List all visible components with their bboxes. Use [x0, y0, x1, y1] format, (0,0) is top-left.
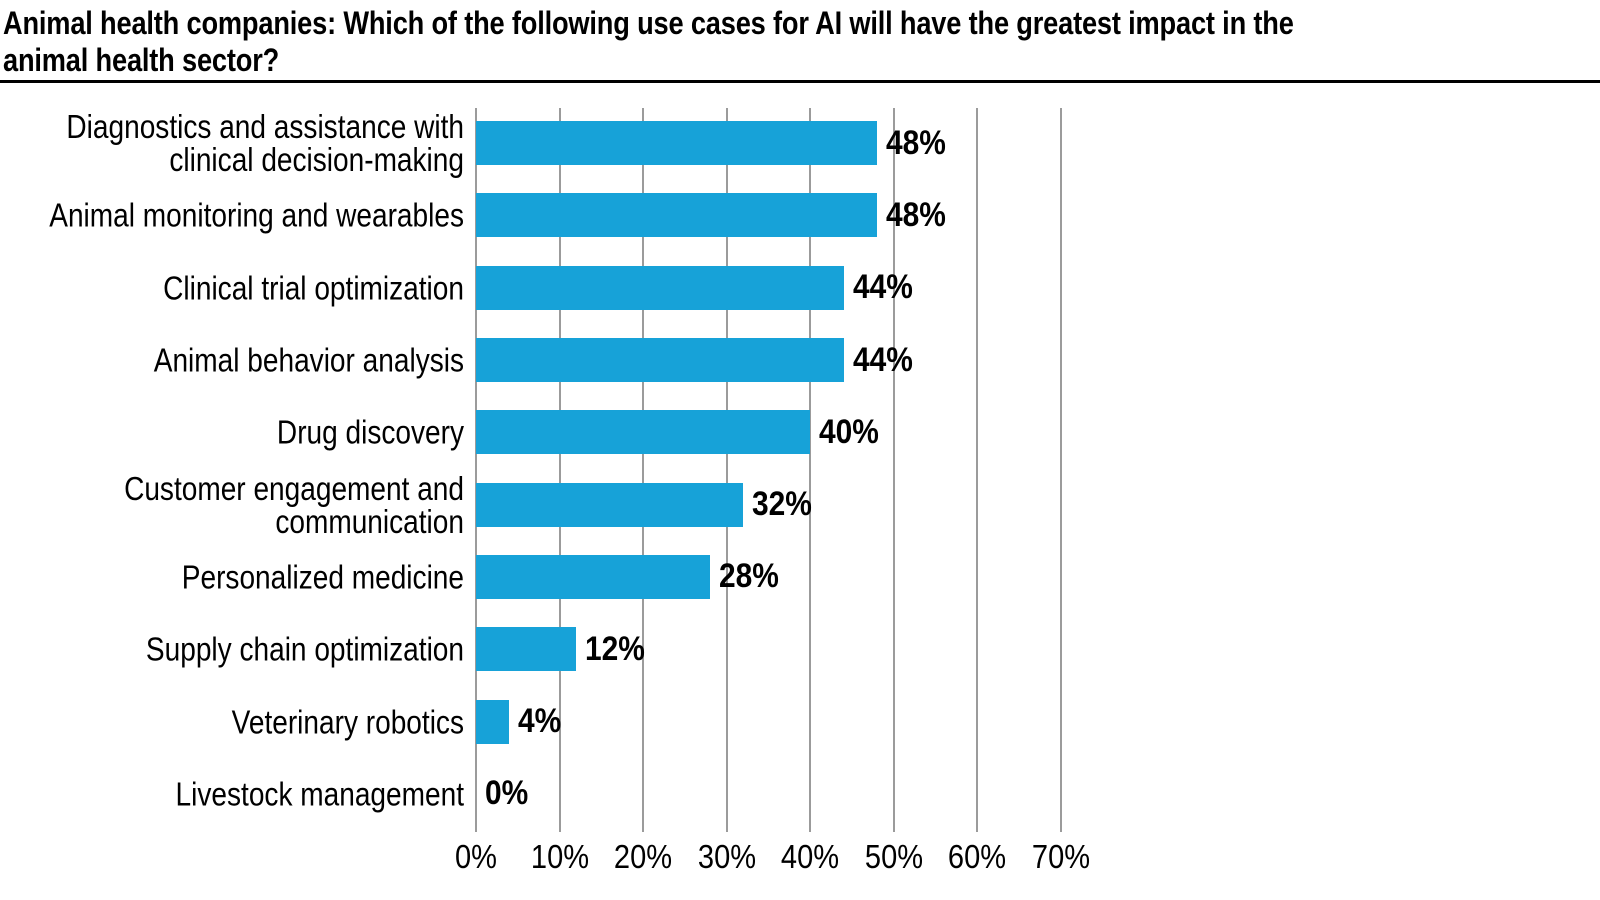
value-label: 28%	[719, 557, 779, 596]
bar-row: Livestock management 0%	[0, 758, 1600, 830]
gridline-20pct	[642, 108, 645, 832]
value-label: 44%	[852, 340, 913, 379]
bar	[476, 554, 710, 599]
bar	[476, 410, 811, 455]
bar-row: Personalized medicine 28%	[0, 541, 1600, 613]
value-label: 40%	[819, 412, 880, 451]
category-label: Veterinary robotics	[231, 703, 464, 741]
value-label: 32%	[752, 485, 813, 524]
category-label: Personalized medicine	[181, 558, 464, 596]
category-label: Supply chain optimization	[145, 630, 464, 668]
bar	[476, 193, 878, 238]
gridline-0pct	[475, 108, 477, 832]
x-tick: 60%	[948, 838, 1007, 875]
title-divider	[0, 80, 1600, 83]
bar-row: Clinical trial optimization 44%	[0, 252, 1600, 324]
x-tick: 40%	[781, 838, 840, 875]
value-label: 12%	[585, 629, 646, 668]
bar-row: Veterinary robotics 4%	[0, 685, 1600, 757]
bar	[476, 265, 844, 310]
bar	[476, 482, 744, 527]
category-label: Livestock management	[175, 775, 464, 813]
chart-title: Animal health companies: Which of the fo…	[3, 5, 1294, 78]
bar-row: Drug discovery 40%	[0, 396, 1600, 468]
value-label: 0%	[485, 774, 529, 813]
gridline-50pct	[892, 108, 895, 832]
value-label: 4%	[518, 702, 562, 741]
x-tick: 70%	[1031, 838, 1091, 875]
gridline-70pct	[1060, 108, 1062, 832]
gridline-10pct	[558, 108, 561, 832]
bar	[476, 627, 577, 672]
plot-gridlines	[475, 108, 1062, 832]
category-label: Customer engagement and communication	[124, 469, 464, 540]
bar-row: Diagnostics and assistance with clinical…	[0, 107, 1600, 179]
bar-rows: Diagnostics and assistance with clinical…	[0, 107, 1600, 830]
bar	[476, 338, 844, 383]
category-label: Animal behavior analysis	[153, 341, 464, 379]
category-label: Diagnostics and assistance with clinical…	[66, 108, 464, 179]
bar	[476, 121, 878, 166]
x-axis: 0% 10% 20% 30% 40% 50% 60% 70%	[455, 838, 1090, 878]
x-tick: 20%	[614, 838, 673, 875]
category-label: Animal monitoring and wearables	[49, 196, 465, 234]
bar-row: Animal monitoring and wearables 48%	[0, 179, 1600, 251]
value-label: 48%	[886, 195, 947, 234]
x-tick: 30%	[697, 838, 756, 875]
gridline-30pct	[725, 108, 728, 832]
gridline-40pct	[809, 108, 812, 832]
bar	[476, 699, 510, 744]
value-label: 44%	[852, 268, 913, 307]
category-label: Clinical trial optimization	[163, 269, 464, 307]
x-tick: 10%	[530, 838, 589, 875]
x-tick: 0%	[455, 838, 497, 875]
value-label: 48%	[886, 123, 947, 162]
bar-row: Supply chain optimization 12%	[0, 613, 1600, 685]
category-label: Drug discovery	[276, 413, 464, 451]
gridline-60pct	[976, 108, 979, 832]
bar-row: Customer engagement and communication 32…	[0, 468, 1600, 540]
bar-row: Animal behavior analysis 44%	[0, 324, 1600, 396]
x-tick: 50%	[864, 838, 923, 875]
